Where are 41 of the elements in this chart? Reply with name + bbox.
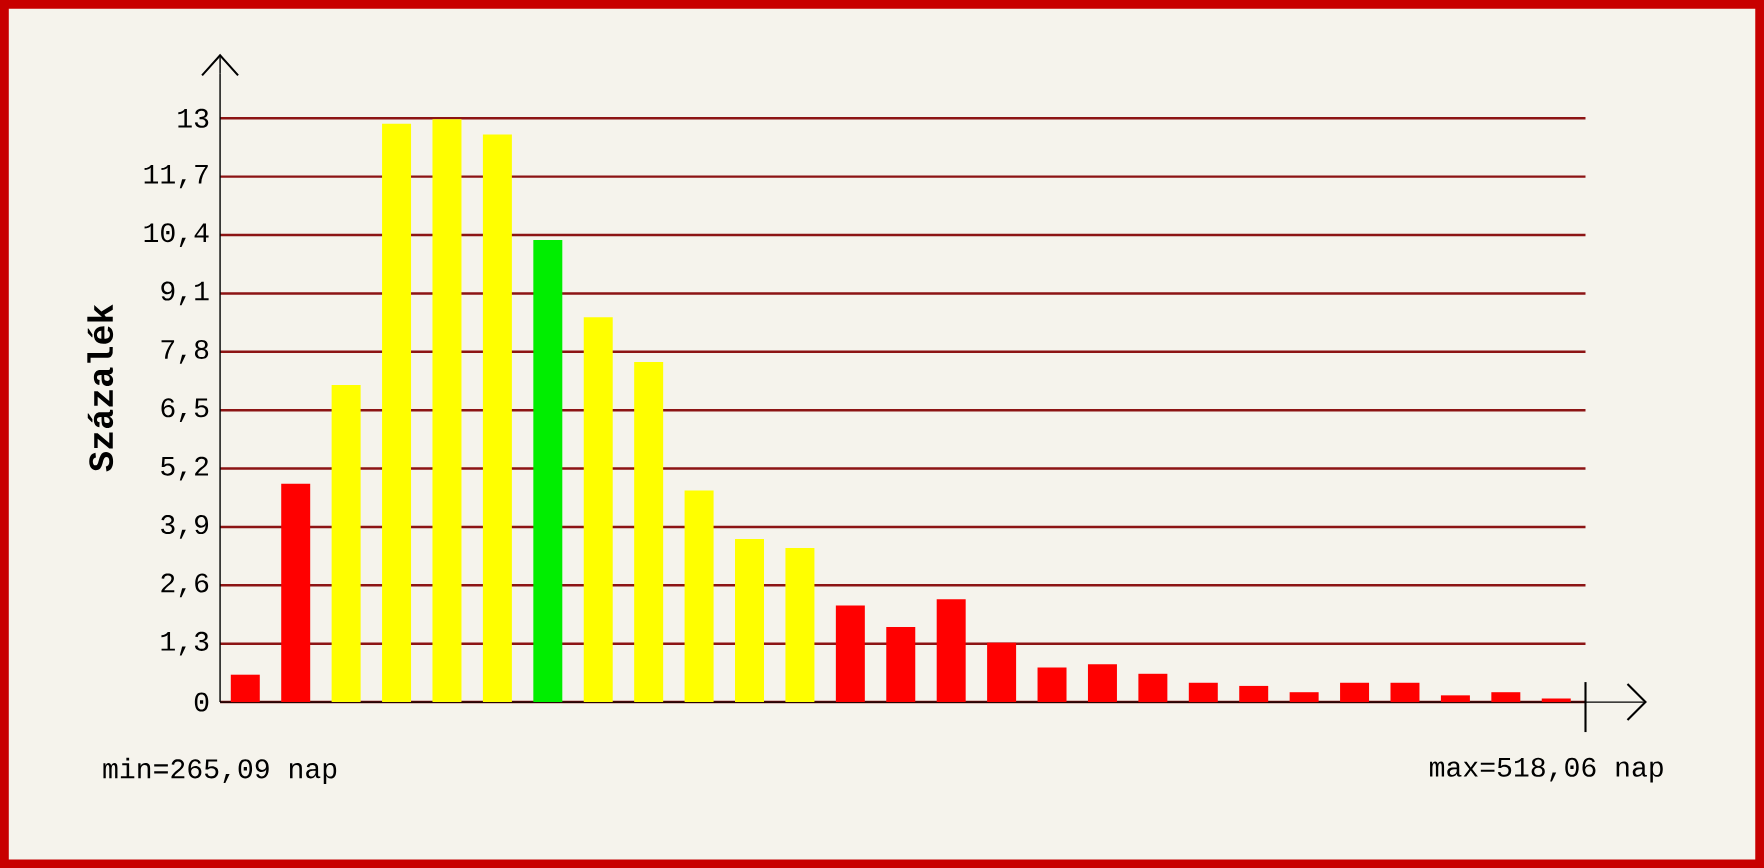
bar — [1239, 685, 1269, 702]
bar — [1087, 664, 1117, 702]
bar — [331, 384, 361, 702]
bar — [1188, 682, 1218, 702]
bar — [230, 674, 260, 702]
y-tick-label: 10,4 — [144, 222, 209, 247]
bar — [886, 626, 916, 702]
text: max=518,06 nap — [1430, 757, 1663, 783]
bar — [1390, 682, 1420, 702]
bar — [583, 317, 613, 702]
bar — [1037, 667, 1067, 702]
y-tick-label: 13 — [178, 108, 209, 128]
bar — [1541, 698, 1571, 702]
bar — [1138, 673, 1168, 702]
y-tick-label: 2,6 — [161, 573, 209, 597]
y-tick-label: 6,5 — [161, 398, 209, 422]
bar — [533, 239, 563, 702]
bar — [735, 538, 764, 702]
bar — [281, 483, 311, 702]
text: min=265,09 nap — [103, 757, 337, 784]
y-axis-title: Százalék — [87, 304, 114, 472]
bar — [936, 599, 966, 702]
bar — [1491, 692, 1521, 702]
bar — [634, 361, 664, 702]
bar — [987, 642, 1017, 702]
y-tick-label: 7,8 — [161, 339, 209, 364]
y-tick-label: 1,3 — [161, 631, 209, 656]
bar — [1440, 695, 1470, 702]
y-tick-label: 5,2 — [161, 456, 209, 481]
bar — [382, 123, 412, 702]
bar — [785, 547, 815, 702]
bar — [684, 490, 714, 702]
bar — [1289, 692, 1319, 702]
y-tick-label: 11,7 — [144, 164, 208, 189]
bar — [835, 605, 865, 702]
bar — [1340, 682, 1370, 702]
y-tick-label: 9,1 — [161, 281, 209, 306]
y-tick-label: 0 — [194, 692, 209, 712]
bar — [432, 118, 462, 702]
bar — [482, 134, 512, 702]
y-tick-label: 3,9 — [161, 514, 209, 539]
